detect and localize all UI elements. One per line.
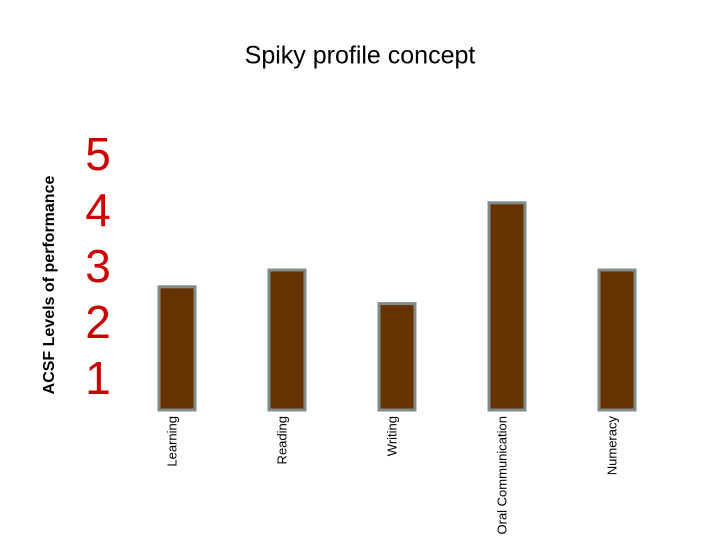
bar [487,201,527,412]
x-tick-label: Reading [274,416,289,464]
y-tick-label: 4 [85,184,111,236]
bar [157,285,197,412]
y-tick-label: 3 [85,240,111,292]
y-axis-title: ACSF Levels of performance [41,176,58,395]
chart-title: Spiky profile concept [245,42,476,70]
x-tick-label: Writing [384,416,399,456]
y-tick-label: 2 [85,296,111,348]
y-tick-label: 5 [85,128,111,180]
y-tick-label: 1 [85,352,111,404]
bar [377,302,417,412]
bar [597,268,637,412]
bar [267,268,307,412]
x-tick-label: Learning [164,416,179,467]
x-tick-label: Numeracy [604,416,619,476]
x-tick-label: Oral Communication [494,416,509,535]
